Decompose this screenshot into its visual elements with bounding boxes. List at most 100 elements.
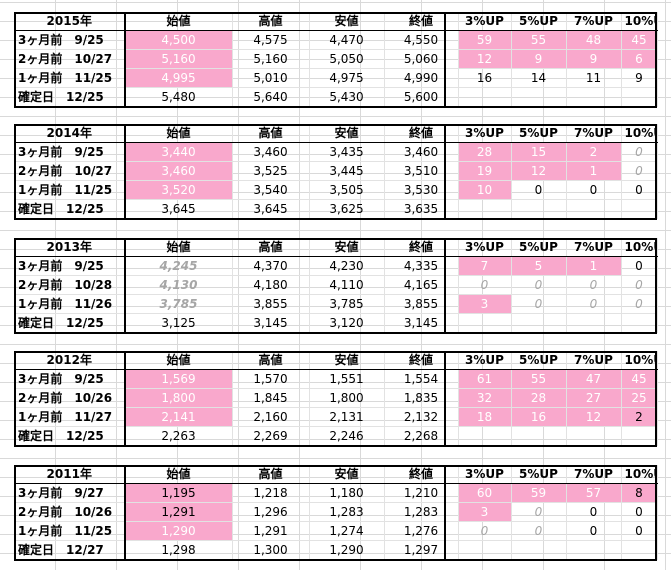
cell-open[interactable]: 2,141: [125, 407, 233, 427]
header-high[interactable]: 高値: [232, 351, 310, 370]
cell-close[interactable]: 3,460: [384, 142, 459, 162]
cell-10up[interactable]: 0: [621, 275, 658, 295]
header-high[interactable]: 高値: [232, 465, 310, 484]
cell-open[interactable]: 1,291: [125, 502, 233, 522]
cell-10up[interactable]: 0: [621, 521, 658, 541]
row-label[interactable]: 2ヶ月前 10/26: [14, 502, 126, 522]
cell-high[interactable]: 4,180: [232, 275, 310, 295]
cell-7up[interactable]: [566, 540, 622, 560]
row-label[interactable]: 3ヶ月前 9/27: [14, 483, 126, 503]
cell-low[interactable]: 1,274: [309, 521, 385, 541]
cell-open[interactable]: 4,500: [125, 30, 233, 50]
cell-open[interactable]: 3,785: [125, 294, 233, 314]
header-10up[interactable]: 10%UP: [621, 124, 658, 143]
cell-low[interactable]: 3,120: [309, 313, 385, 333]
cell-10up[interactable]: [621, 199, 658, 219]
cell-low[interactable]: 2,246: [309, 426, 385, 446]
header-5up[interactable]: 5%UP: [511, 124, 567, 143]
cell-low[interactable]: 4,110: [309, 275, 385, 295]
cell-close[interactable]: 5,060: [384, 49, 459, 69]
header-low[interactable]: 安値: [309, 351, 385, 370]
cell-low[interactable]: 4,975: [309, 68, 385, 88]
header-open[interactable]: 始値: [125, 351, 233, 370]
cell-3up[interactable]: 10: [458, 180, 512, 200]
header-low[interactable]: 安値: [309, 12, 385, 31]
cell-close[interactable]: 3,855: [384, 294, 459, 314]
cell-7up[interactable]: 57: [566, 483, 622, 503]
cell-low[interactable]: 1,283: [309, 502, 385, 522]
cell-10up[interactable]: 0: [621, 502, 658, 522]
header-3up[interactable]: 3%UP: [458, 12, 512, 31]
row-label[interactable]: 1ヶ月前 11/25: [14, 180, 126, 200]
cell-open[interactable]: 1,290: [125, 521, 233, 541]
cell-low[interactable]: 1,551: [309, 369, 385, 389]
cell-3up[interactable]: [458, 199, 512, 219]
header-7up[interactable]: 7%UP: [566, 238, 622, 257]
cell-7up[interactable]: [566, 87, 622, 107]
cell-close[interactable]: 1,554: [384, 369, 459, 389]
cell-5up[interactable]: 14: [511, 68, 567, 88]
cell-low[interactable]: 3,785: [309, 294, 385, 314]
cell-open[interactable]: 1,298: [125, 540, 233, 560]
header-open[interactable]: 始値: [125, 124, 233, 143]
header-close[interactable]: 終値: [384, 465, 459, 484]
cell-open[interactable]: 1,569: [125, 369, 233, 389]
cell-3up[interactable]: 0: [458, 521, 512, 541]
cell-open[interactable]: 5,480: [125, 87, 233, 107]
row-label[interactable]: 2ヶ月前 10/26: [14, 388, 126, 408]
cell-7up[interactable]: 1: [566, 256, 622, 276]
cell-high[interactable]: 4,575: [232, 30, 310, 50]
cell-3up[interactable]: 32: [458, 388, 512, 408]
cell-3up[interactable]: 61: [458, 369, 512, 389]
cell-open[interactable]: 3,645: [125, 199, 233, 219]
header-close[interactable]: 終値: [384, 351, 459, 370]
header-high[interactable]: 高値: [232, 124, 310, 143]
cell-5up[interactable]: 0: [511, 294, 567, 314]
cell-7up[interactable]: 0: [566, 521, 622, 541]
cell-low[interactable]: 1,800: [309, 388, 385, 408]
cell-open[interactable]: 1,195: [125, 483, 233, 503]
cell-3up[interactable]: 0: [458, 275, 512, 295]
cell-open[interactable]: 4,995: [125, 68, 233, 88]
cell-high[interactable]: 5,010: [232, 68, 310, 88]
cell-close[interactable]: 2,132: [384, 407, 459, 427]
cell-high[interactable]: 3,460: [232, 142, 310, 162]
cell-close[interactable]: 4,165: [384, 275, 459, 295]
cell-3up[interactable]: 59: [458, 30, 512, 50]
cell-10up[interactable]: 8: [621, 483, 658, 503]
cell-3up[interactable]: [458, 540, 512, 560]
cell-5up[interactable]: 0: [511, 521, 567, 541]
cell-high[interactable]: 3,855: [232, 294, 310, 314]
header-7up[interactable]: 7%UP: [566, 465, 622, 484]
cell-5up[interactable]: [511, 199, 567, 219]
cell-low[interactable]: 3,435: [309, 142, 385, 162]
cell-7up[interactable]: 0: [566, 275, 622, 295]
header-10up[interactable]: 10%UP: [621, 465, 658, 484]
cell-close[interactable]: 4,550: [384, 30, 459, 50]
cell-5up[interactable]: 0: [511, 275, 567, 295]
cell-close[interactable]: 5,600: [384, 87, 459, 107]
cell-7up[interactable]: 47: [566, 369, 622, 389]
cell-7up[interactable]: 0: [566, 502, 622, 522]
cell-7up[interactable]: 48: [566, 30, 622, 50]
cell-10up[interactable]: 0: [621, 294, 658, 314]
header-10up[interactable]: 10%UP: [621, 238, 658, 257]
header-high[interactable]: 高値: [232, 238, 310, 257]
cell-3up[interactable]: [458, 87, 512, 107]
cell-high[interactable]: 4,370: [232, 256, 310, 276]
row-label[interactable]: 3ヶ月前 9/25: [14, 256, 126, 276]
cell-5up[interactable]: 12: [511, 161, 567, 181]
row-label[interactable]: 1ヶ月前 11/25: [14, 521, 126, 541]
cell-10up[interactable]: 45: [621, 30, 658, 50]
row-label[interactable]: 3ヶ月前 9/25: [14, 30, 126, 50]
cell-close[interactable]: 1,210: [384, 483, 459, 503]
cell-close[interactable]: 3,635: [384, 199, 459, 219]
cell-high[interactable]: 3,145: [232, 313, 310, 333]
cell-5up[interactable]: [511, 540, 567, 560]
cell-high[interactable]: 2,160: [232, 407, 310, 427]
cell-5up[interactable]: [511, 426, 567, 446]
cell-close[interactable]: 4,990: [384, 68, 459, 88]
header-3up[interactable]: 3%UP: [458, 238, 512, 257]
cell-open[interactable]: 2,263: [125, 426, 233, 446]
header-7up[interactable]: 7%UP: [566, 12, 622, 31]
